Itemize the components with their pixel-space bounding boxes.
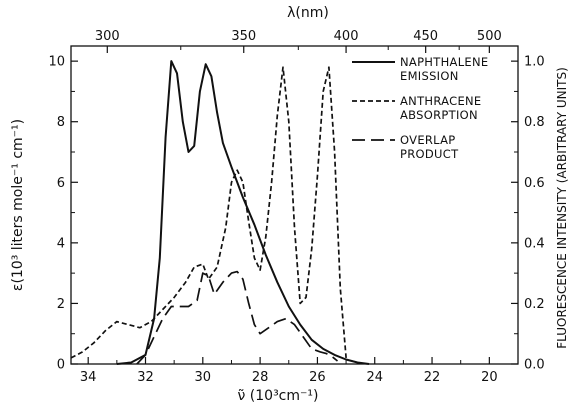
x-top-tick-label-0: 300 [95, 29, 120, 44]
x-top-axis-title: λ(nm) [287, 5, 329, 21]
x-bottom-axis-title: ν̃ (10³cm⁻¹) [238, 388, 319, 404]
x-bottom-tick-label-3: 28 [252, 370, 269, 385]
legend-label-line1: NAPHTHALENE [400, 55, 488, 69]
x-top-tick-label-3: 450 [413, 29, 438, 44]
legend-label-line1: ANTHRACENE [400, 94, 482, 108]
x-bottom-tick-label-2: 30 [195, 370, 212, 385]
y-right-axis-title: FLUORESCENCE INTENSITY (ARBITRARY UNITS) [555, 67, 569, 349]
y-left-tick-label-3: 6 [57, 176, 65, 191]
y-right-tick-label-3: 0.6 [524, 176, 545, 191]
series-line-dashed [70, 66, 347, 359]
legend-label-line1: OVERLAP [400, 133, 456, 147]
x-bottom-tick-label-6: 22 [424, 370, 441, 385]
legend-label-line2: EMISSION [400, 69, 459, 83]
y-left-tick-label-5: 10 [48, 55, 65, 70]
x-bottom-tick-label-7: 20 [481, 370, 498, 385]
y-right-tick-label-1: 0.2 [524, 297, 545, 312]
y-left-tick-label-2: 4 [57, 236, 65, 251]
plot-frame [70, 45, 519, 365]
y-left-axis-title: ε(10³ liters mole⁻¹ cm⁻¹) [10, 119, 26, 291]
x-bottom-tick-label-0: 34 [80, 370, 97, 385]
series-line-solid [116, 60, 370, 365]
y-left-tick-label-1: 2 [57, 297, 65, 312]
x-bottom-tick-label-4: 26 [309, 370, 326, 385]
y-right-tick-label-4: 0.8 [524, 115, 545, 130]
y-right-tick-label-0: 0.0 [524, 358, 545, 373]
legend-label-line2: PRODUCT [400, 147, 459, 161]
y-left-tick-label-4: 8 [57, 115, 65, 130]
y-right-tick-label-2: 0.4 [524, 236, 545, 251]
legend-label-line2: ABSORPTION [400, 108, 478, 122]
x-top-tick-label-1: 350 [231, 29, 256, 44]
y-right-tick-label-5: 1.0 [524, 55, 545, 70]
series-layer [70, 60, 370, 365]
y-left-tick-label-0: 0 [57, 358, 65, 373]
x-top-tick-label-2: 400 [334, 29, 359, 44]
x-top-tick-label-4: 500 [477, 29, 502, 44]
x-bottom-tick-label-5: 24 [366, 370, 383, 385]
series-line-long-dash [136, 270, 339, 365]
x-bottom-tick-label-1: 32 [137, 370, 154, 385]
